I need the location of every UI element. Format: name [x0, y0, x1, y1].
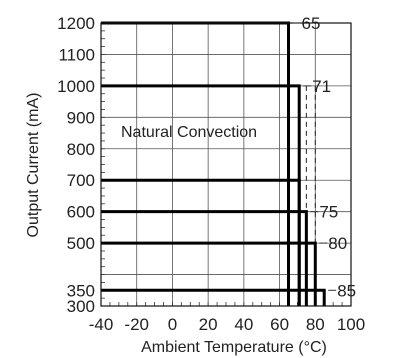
x-tick-label: 40 [234, 315, 253, 334]
curve-labels: 65 71 75 80 85 [292, 14, 356, 300]
curve-label: 85 [337, 281, 356, 300]
curve-700ma [101, 178, 301, 306]
grid [100, 22, 352, 307]
plot-frame [100, 22, 352, 307]
curve-label: 75 [319, 203, 338, 222]
y-tick-label: 1200 [57, 14, 95, 33]
y-tick-label: 600 [67, 203, 95, 222]
y-tick-label: 800 [67, 140, 95, 159]
curve-1200ma [101, 21, 290, 306]
y-tick-label: 900 [67, 108, 95, 127]
curve-350ma [101, 288, 326, 306]
y-tick-label: 700 [67, 171, 95, 190]
x-tick-label: 20 [199, 315, 218, 334]
y-tick-label: 500 [67, 234, 95, 253]
natural-convection-label: Natural Convection [121, 124, 257, 141]
x-tick-label: 80 [306, 315, 325, 334]
x-tick-label: -20 [124, 315, 149, 334]
x-tick-label: 60 [270, 315, 289, 334]
x-tick-label: 0 [168, 315, 177, 334]
curve-label: 65 [302, 14, 321, 33]
x-tick-label: -40 [89, 315, 114, 334]
y-tick-label: 300 [67, 297, 95, 316]
y-axis-title: Output Current (mA) [25, 93, 42, 238]
current-curves [101, 21, 326, 306]
temperature-limit-dashes [288, 85, 316, 306]
x-axis-title: Ambient Temperature (°C) [141, 339, 327, 356]
y-tick-label: 350 [67, 281, 95, 300]
y-tick-label: 1100 [58, 45, 95, 64]
curve-500ma [101, 241, 317, 306]
curve-label: 80 [328, 234, 347, 253]
x-tick-label: 100 [337, 315, 365, 334]
y-tick-label: 1000 [57, 77, 95, 96]
x-tick-labels: -40 -20 0 20 40 60 80 100 [89, 315, 365, 334]
curve-1000ma [101, 84, 301, 306]
curve-600ma [101, 210, 308, 306]
curve-label: 71 [312, 77, 331, 96]
